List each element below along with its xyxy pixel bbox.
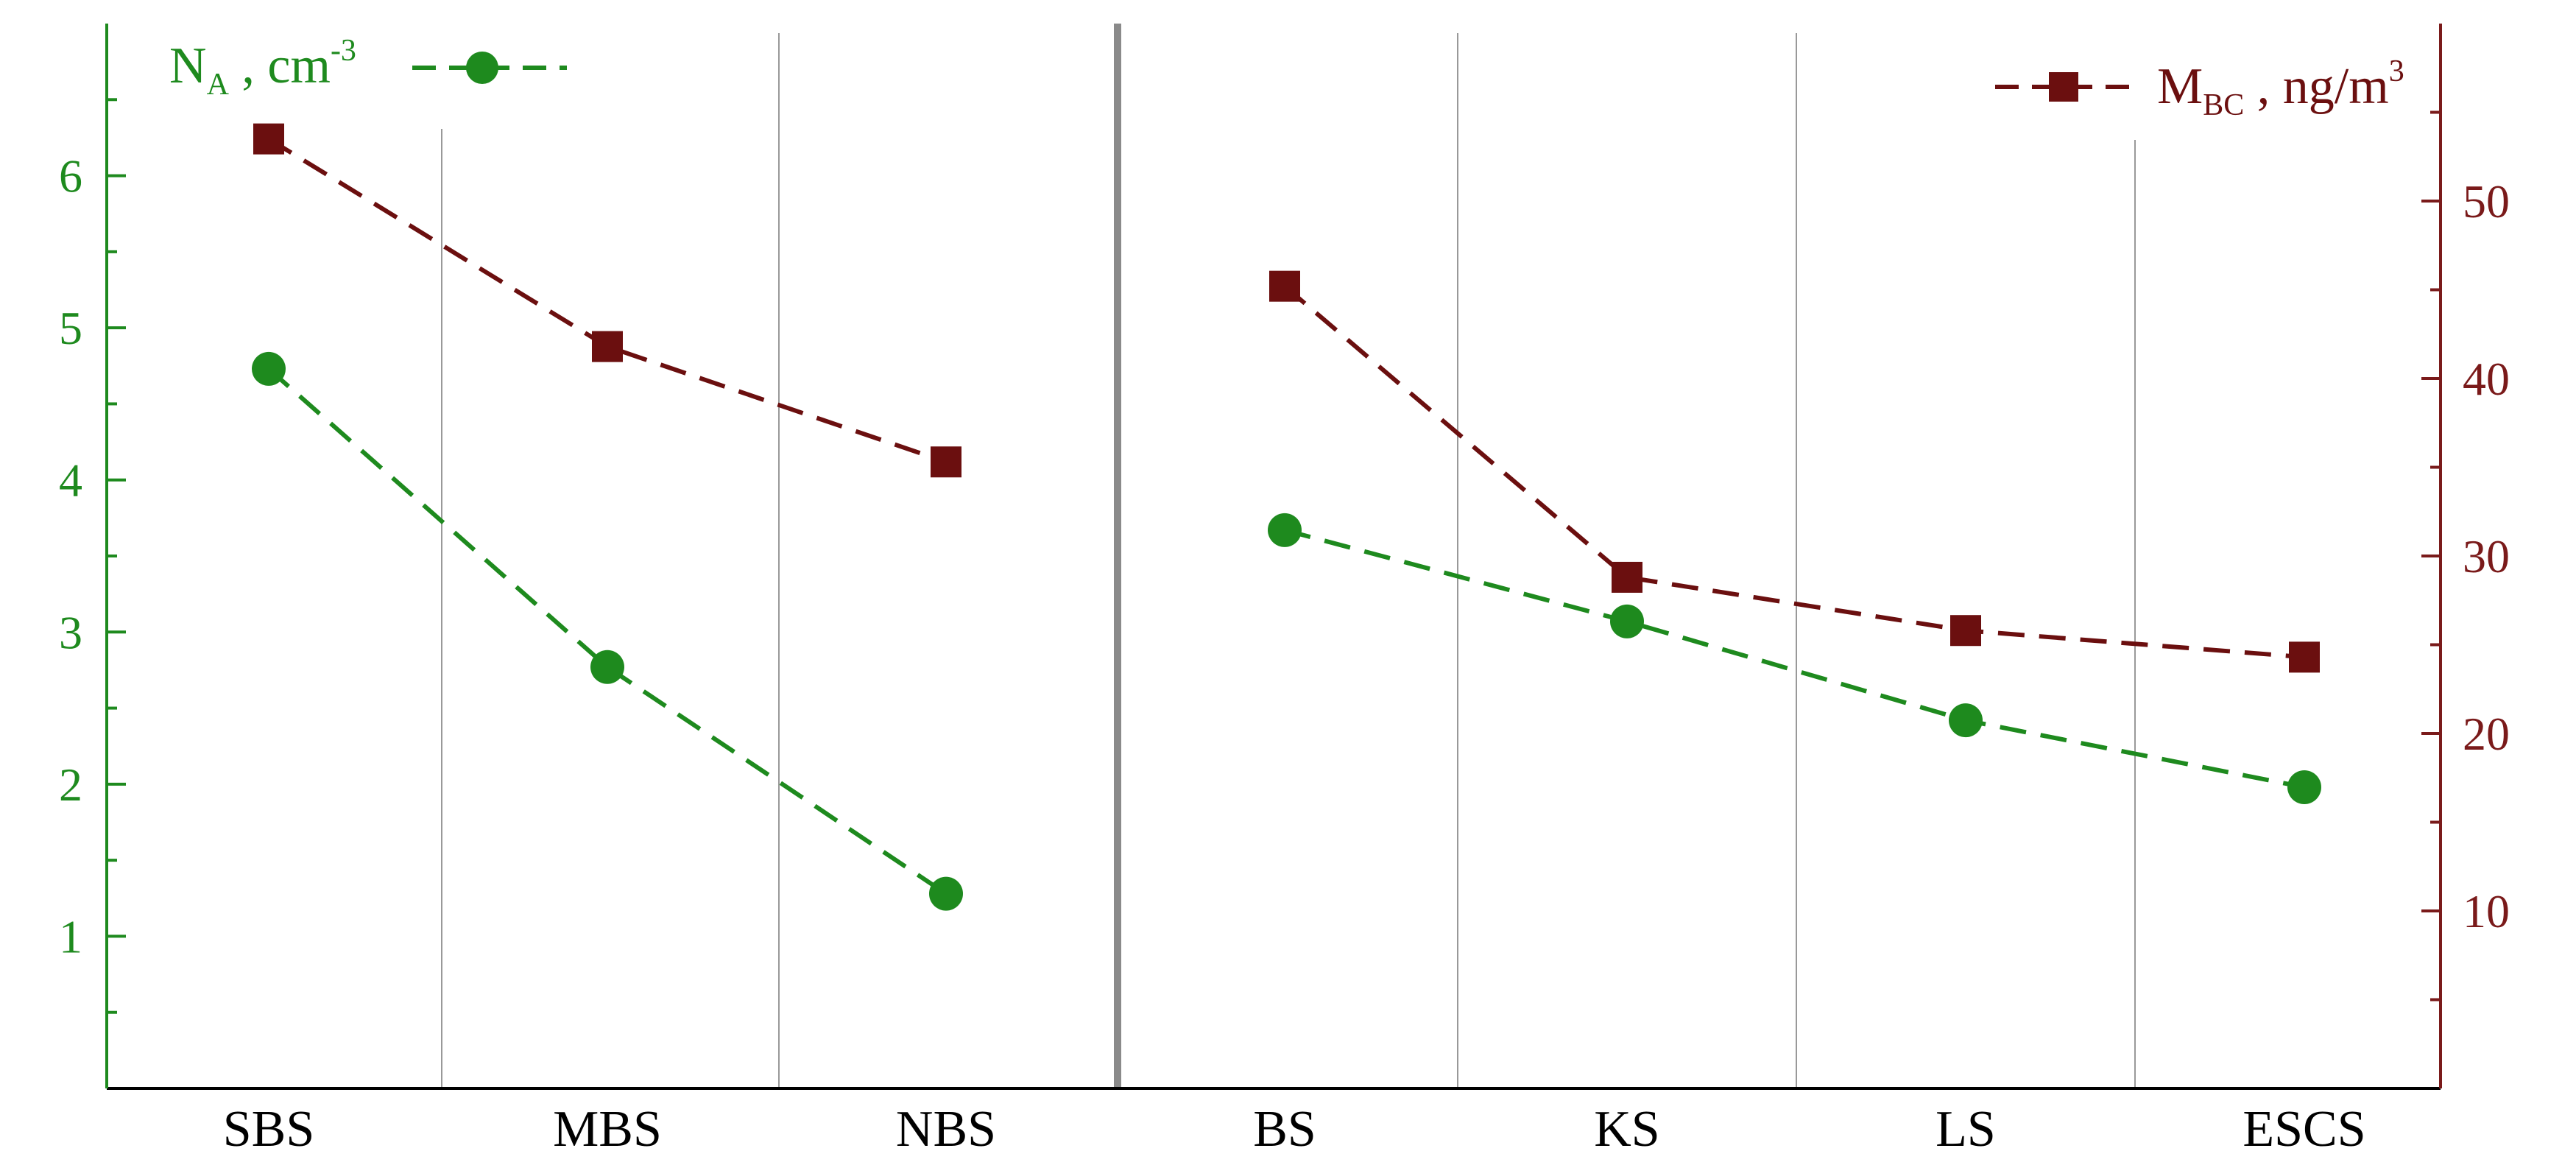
category-label: BS: [1253, 1101, 1316, 1158]
series-1-line: [1283, 284, 2305, 660]
right-tick-label: 50: [2463, 175, 2510, 228]
legend-na-marker: [466, 52, 498, 84]
legend-mbc-main: M: [2157, 58, 2203, 115]
series-0-point: [590, 650, 624, 684]
category-label: ESCS: [2242, 1101, 2365, 1158]
category-label: NBS: [896, 1101, 996, 1158]
category-label: KS: [1594, 1101, 1659, 1158]
series-0-point: [252, 351, 286, 386]
left-tick-label: 5: [59, 302, 82, 354]
series-1-point: [2289, 641, 2320, 673]
legend-na-sub: A: [207, 68, 230, 102]
series-1-line: [267, 137, 947, 465]
series-0-point: [1949, 703, 1983, 738]
left-tick-label: 2: [59, 759, 82, 811]
legend-mbc-rest: , ng/m: [2244, 58, 2388, 115]
series-1-point: [1269, 270, 1300, 302]
category-label: LS: [1935, 1101, 1996, 1158]
category-label: SBS: [223, 1101, 315, 1158]
category-labels: SBS MBS NBS BS KS LS ESCS: [223, 1101, 2366, 1158]
legend-na-rest: , cm: [229, 38, 331, 94]
left-tick-label: 1: [59, 910, 82, 962]
right-tick-label: 10: [2463, 885, 2510, 937]
legend-na-main: N: [169, 38, 207, 94]
right-tick-label: 30: [2463, 530, 2510, 582]
series-1-point: [931, 446, 961, 478]
series-1-point: [1612, 561, 1642, 593]
left-tick-label: 4: [59, 454, 82, 507]
series-0-point: [1268, 513, 1302, 547]
category-label: MBS: [553, 1101, 662, 1158]
category-separators: [441, 24, 2136, 1088]
axes: [105, 24, 2442, 1090]
left-axis-ticks: 1 2 3 4 5 6: [59, 98, 126, 1014]
series-0-point: [929, 876, 963, 911]
series-0-line: [1284, 527, 2305, 789]
legend-na-text: NA , cm-3: [169, 34, 356, 102]
series-0-point: [2287, 770, 2321, 804]
right-tick-label: 20: [2463, 708, 2510, 760]
right-axis-ticks: 10 20 30 40 50: [2421, 110, 2510, 1002]
left-tick-label: 6: [59, 150, 82, 203]
series-0-line: [267, 367, 948, 896]
legend-mbc-text: MBC , ng/m3: [2157, 54, 2404, 122]
series-1-point: [253, 123, 284, 155]
right-tick-label: 40: [2463, 353, 2510, 405]
series-0-point: [1610, 604, 1644, 638]
series-1-point: [592, 331, 623, 362]
legend-mbc: MBC , ng/m3: [1995, 54, 2404, 122]
legend-mbc-marker: [2049, 72, 2078, 102]
legend-na: NA , cm-3: [169, 34, 567, 102]
legend-mbc-sup: 3: [2389, 54, 2404, 88]
left-tick-label: 3: [59, 606, 82, 658]
series-markers: [252, 123, 2321, 911]
series-1-point: [1950, 615, 1981, 647]
legend-na-sup: -3: [331, 34, 356, 68]
legend-mbc-sub: BC: [2203, 88, 2244, 122]
